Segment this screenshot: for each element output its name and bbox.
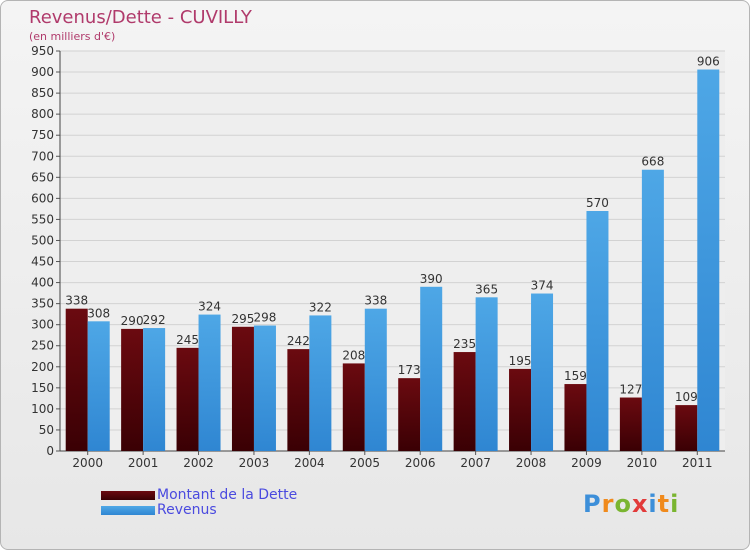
x-tick-label: 2011 (682, 456, 713, 470)
data-label-dette-2005: 208 (342, 348, 365, 362)
bar-revenus-2004 (309, 315, 332, 451)
y-tick-label: 350 (31, 297, 54, 311)
legend-swatch-revenus (101, 506, 155, 515)
bar-dette-2006 (398, 378, 421, 451)
x-tick-label: 2006 (405, 456, 436, 470)
data-label-dette-2009: 159 (564, 369, 587, 383)
y-tick-label: 150 (31, 381, 54, 395)
x-tick-label: 2009 (571, 456, 602, 470)
legend-label-dette: Montant de la Dette (157, 487, 298, 503)
bar-dette-2005 (342, 363, 365, 451)
logo-letter: x (631, 490, 649, 518)
bar-revenus-2007 (475, 297, 498, 451)
data-label-dette-2007: 235 (453, 337, 476, 351)
bar-revenus-2010 (641, 169, 664, 451)
x-tick-label: 2008 (516, 456, 547, 470)
bar-dette-2009 (564, 384, 587, 451)
data-label-revenus-2010: 668 (641, 155, 664, 169)
logo-letter: P (583, 490, 602, 518)
logo-letter: i (648, 490, 658, 518)
y-tick-label: 550 (31, 212, 54, 226)
data-label-revenus-2005: 338 (364, 294, 387, 308)
data-label-revenus-2002: 324 (198, 300, 221, 314)
logo-letter: o (614, 490, 632, 518)
y-tick-label: 0 (46, 444, 54, 458)
bar-revenus-2000 (87, 321, 110, 451)
logo-letter: i (670, 490, 680, 518)
data-label-dette-2011: 109 (675, 390, 698, 404)
x-tick-label: 2010 (627, 456, 658, 470)
bar-dette-2004 (287, 349, 310, 451)
plot-area (60, 51, 725, 451)
y-tick-label: 700 (31, 149, 54, 163)
y-tick-label: 300 (31, 318, 54, 332)
logo-letter: t (657, 490, 671, 518)
y-tick-label: 500 (31, 233, 54, 247)
data-label-revenus-2008: 374 (531, 279, 554, 293)
y-tick-label: 750 (31, 128, 54, 142)
bar-revenus-2011 (697, 69, 720, 452)
y-tick-label: 950 (31, 44, 54, 58)
y-tick-label: 450 (31, 255, 54, 269)
y-tick-label: 600 (31, 191, 54, 205)
proxiti-logo: Proxiti (583, 490, 679, 518)
x-tick-label: 2002 (183, 456, 214, 470)
bar-revenus-2002 (198, 314, 221, 451)
bar-dette-2010 (619, 397, 642, 451)
data-label-revenus-2007: 365 (475, 282, 498, 296)
data-label-dette-2002: 245 (176, 333, 199, 347)
x-tick-label: 2004 (294, 456, 325, 470)
bar-revenus-2003 (253, 325, 276, 451)
x-tick-label: 2003 (239, 456, 270, 470)
y-tick-label: 400 (31, 276, 54, 290)
bar-dette-2007 (453, 352, 476, 451)
bar-dette-2001 (121, 328, 144, 451)
data-label-revenus-2009: 570 (586, 196, 609, 210)
bar-dette-2011 (675, 405, 698, 451)
y-tick-label: 900 (31, 65, 54, 79)
data-label-revenus-2000: 308 (87, 306, 110, 320)
legend-swatch-dette (101, 491, 155, 500)
bar-dette-2000 (65, 308, 88, 451)
legend-label-revenus: Revenus (157, 502, 217, 518)
chart-title: Revenus/Dette - CUVILLY (29, 7, 252, 28)
data-label-dette-2004: 242 (287, 334, 310, 348)
data-label-revenus-2001: 292 (143, 313, 166, 327)
x-tick-label: 2005 (350, 456, 381, 470)
x-tick-label: 2000 (72, 456, 103, 470)
bar-revenus-2001 (143, 328, 166, 451)
bar-dette-2003 (231, 326, 254, 451)
data-label-dette-2010: 127 (619, 383, 642, 397)
y-tick-label: 850 (31, 86, 54, 100)
y-tick-label: 250 (31, 339, 54, 353)
y-tick-label: 100 (31, 402, 54, 416)
bar-revenus-2008 (531, 293, 554, 451)
x-tick-label: 2001 (128, 456, 159, 470)
data-label-dette-2003: 295 (232, 312, 255, 326)
chart-subtitle: (en milliers d'€) (29, 30, 116, 43)
data-label-revenus-2004: 322 (309, 300, 332, 314)
bar-dette-2008 (509, 368, 532, 451)
data-label-dette-2006: 173 (398, 363, 421, 377)
bar-revenus-2005 (364, 308, 387, 451)
data-label-dette-2000: 338 (65, 294, 88, 308)
x-tick-label: 2007 (460, 456, 491, 470)
bar-dette-2002 (176, 347, 199, 451)
y-tick-label: 200 (31, 360, 54, 374)
data-label-revenus-2011: 906 (697, 55, 720, 69)
bar-revenus-2006 (420, 286, 443, 451)
y-tick-label: 650 (31, 170, 54, 184)
data-label-dette-2001: 290 (121, 314, 144, 328)
y-tick-label: 50 (39, 423, 54, 437)
data-label-revenus-2003: 298 (254, 311, 277, 325)
y-tick-label: 800 (31, 107, 54, 121)
bar-revenus-2009 (586, 211, 609, 451)
data-label-revenus-2006: 390 (420, 272, 443, 286)
logo-letter: r (601, 490, 615, 518)
data-label-dette-2008: 195 (509, 354, 532, 368)
